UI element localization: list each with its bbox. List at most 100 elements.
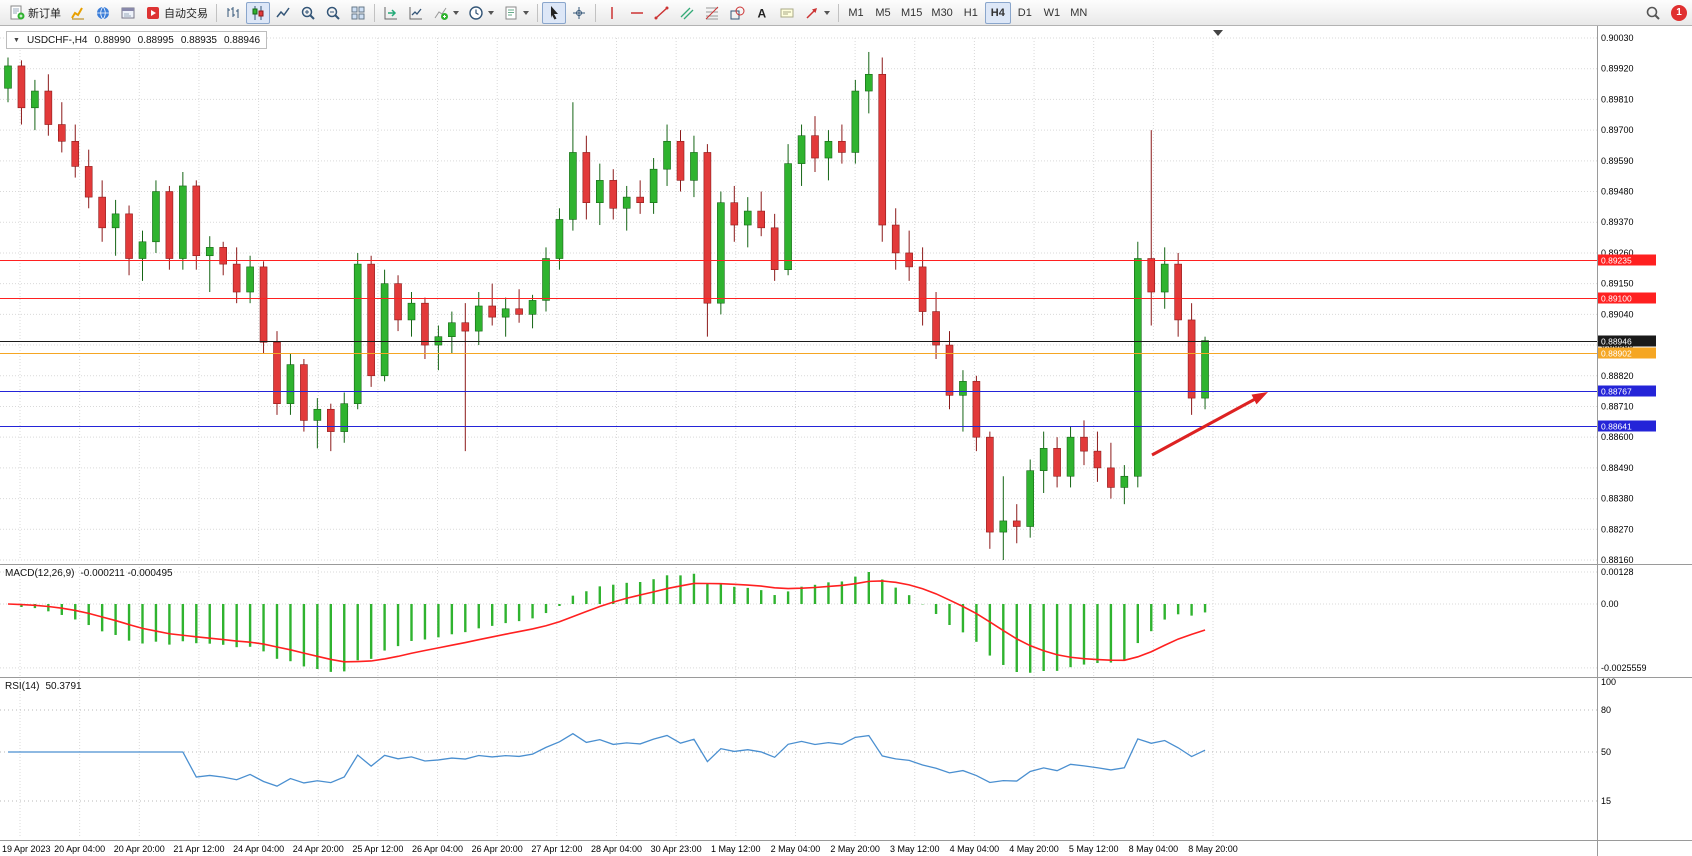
low-value: 0.88935 [180,34,217,46]
auto-trading-button[interactable]: 自动交易 [141,2,212,24]
notification-badge[interactable]: 1 [1671,4,1687,21]
svg-text:2 May 04:00: 2 May 04:00 [771,844,821,854]
svg-text:0.88270: 0.88270 [1601,524,1634,534]
svg-text:0.89150: 0.89150 [1601,279,1634,289]
svg-text:8 May 04:00: 8 May 04:00 [1129,844,1179,854]
toolbar-separator [838,3,839,22]
auto-scroll-button[interactable] [404,2,428,24]
new-order-button[interactable]: 新订单 [5,2,65,24]
svg-text:0.89235: 0.89235 [1601,256,1632,266]
svg-text:28 Apr 04:00: 28 Apr 04:00 [591,844,642,854]
vertical-line-tool-button[interactable] [600,2,624,24]
svg-text:0.90030: 0.90030 [1601,33,1634,43]
timeframe-m30-button[interactable]: M30 [927,2,956,24]
toolbar-separator [537,3,538,22]
top-toolbar: 新订单 自动交易 [0,0,1692,26]
equidistant-channel-icon [680,7,694,19]
navigator-icon [97,6,109,19]
svg-text:50: 50 [1601,747,1611,757]
search-button[interactable] [1641,2,1665,24]
indicators-icon [434,7,448,20]
svg-text:0.88600: 0.88600 [1601,432,1634,442]
svg-text:0.88767: 0.88767 [1601,387,1632,397]
svg-text:20 Apr 20:00: 20 Apr 20:00 [114,844,165,854]
price-chart-canvas[interactable]: 0.90030 0.89920 0.89810 0.89700 0.89590 0.894… [0,26,1692,856]
dropdown-caret-icon [453,10,459,15]
zoom-out-button[interactable] [321,2,345,24]
new-order-icon [10,5,25,19]
candlestick-chart-button[interactable] [246,1,270,24]
trendline-tool-button[interactable] [650,2,674,24]
templates-button[interactable] [499,2,533,24]
cursor-tool-button[interactable] [542,1,566,24]
open-value: 0.88990 [94,34,131,46]
chart-ohlc-readout[interactable]: ▼ USDCHF-,H4 0.88990 0.88995 0.88935 0.8… [6,31,268,49]
svg-text:0.89260: 0.89260 [1601,248,1634,258]
symbol-period-label: USDCHF-,H4 [26,34,88,46]
fibonacci-tool-button[interactable] [700,2,724,24]
navigator-button[interactable] [91,2,115,24]
svg-text:20 Apr 04:00: 20 Apr 04:00 [54,844,105,854]
timeframe-m1-button[interactable]: M1 [843,2,869,24]
svg-text:26 Apr 04:00: 26 Apr 04:00 [412,844,463,854]
timeframe-m5-button[interactable]: M5 [870,2,896,24]
timeframe-mn-button[interactable]: MN [1066,2,1092,24]
svg-text:4 May 04:00: 4 May 04:00 [950,844,1000,854]
auto-trading-label: 自动交易 [164,7,208,20]
tile-windows-button[interactable] [346,2,370,24]
crosshair-icon [573,6,585,19]
market-watch-icon [71,7,84,19]
svg-text:30 Apr 23:00: 30 Apr 23:00 [651,844,702,854]
terminal-button[interactable] [116,2,140,24]
market-watch-button[interactable] [66,2,90,24]
chart-shift-icon [384,6,397,19]
periods-button[interactable] [464,2,498,24]
rsi-indicator-label[interactable]: RSI(14) 50.3791 [5,681,82,692]
timeframe-m15-button[interactable]: M15 [897,2,926,24]
chart-shift-button[interactable] [379,2,403,24]
svg-text:5 May 12:00: 5 May 12:00 [1069,844,1119,854]
svg-text:3 May 12:00: 3 May 12:00 [890,844,940,854]
svg-text:4 May 20:00: 4 May 20:00 [1009,844,1059,854]
trendline-icon [654,6,669,19]
bar-chart-button[interactable] [221,2,245,24]
svg-text:0.89370: 0.89370 [1601,217,1634,227]
channel-tool-button[interactable] [675,2,699,24]
shapes-tool-button[interactable] [725,2,749,24]
text-label-tool-button[interactable] [775,2,799,24]
svg-text:0.89480: 0.89480 [1601,187,1634,197]
svg-text:A: A [758,6,767,20]
rsi-value: 50.3791 [45,681,82,692]
svg-text:0.88902: 0.88902 [1601,349,1632,359]
macd-values: -0.000211 -0.000495 [80,568,173,579]
text-tool-icon: A [758,6,767,20]
horizontal-line-tool-button[interactable] [625,2,649,24]
terminal-icon [121,7,135,18]
horizontal-line-icon [631,11,643,14]
cursor-icon [551,5,558,19]
periods-clock-icon [469,5,483,20]
svg-text:2 May 20:00: 2 May 20:00 [830,844,880,854]
svg-text:0.88641: 0.88641 [1601,422,1632,432]
macd-indicator-label[interactable]: MACD(12,26,9) -0.000211 -0.000495 [5,568,173,579]
high-value: 0.88995 [137,34,174,46]
timeframe-w1-button[interactable]: W1 [1039,2,1065,24]
svg-text:0.89700: 0.89700 [1601,125,1634,135]
timeframe-h1-button[interactable]: H1 [958,2,984,24]
macd-name: MACD(12,26,9) [5,568,75,579]
svg-text:15: 15 [1601,796,1611,806]
vertical-line-icon [611,6,613,19]
search-icon [1646,6,1660,20]
timeframe-d1-button[interactable]: D1 [1012,2,1038,24]
indicators-button[interactable] [429,2,463,24]
svg-text:0.89040: 0.89040 [1601,309,1634,319]
line-chart-button[interactable] [271,2,295,24]
arrow-objects-button[interactable] [800,2,834,24]
text-tool-button[interactable]: A [750,2,774,24]
timeframe-h4-button[interactable]: H4 [984,1,1011,24]
crosshair-tool-button[interactable] [567,2,591,24]
svg-text:0.00128: 0.00128 [1601,567,1634,577]
svg-text:0.89920: 0.89920 [1601,64,1634,74]
toolbar-separator [216,3,217,22]
zoom-in-button[interactable] [296,2,320,24]
